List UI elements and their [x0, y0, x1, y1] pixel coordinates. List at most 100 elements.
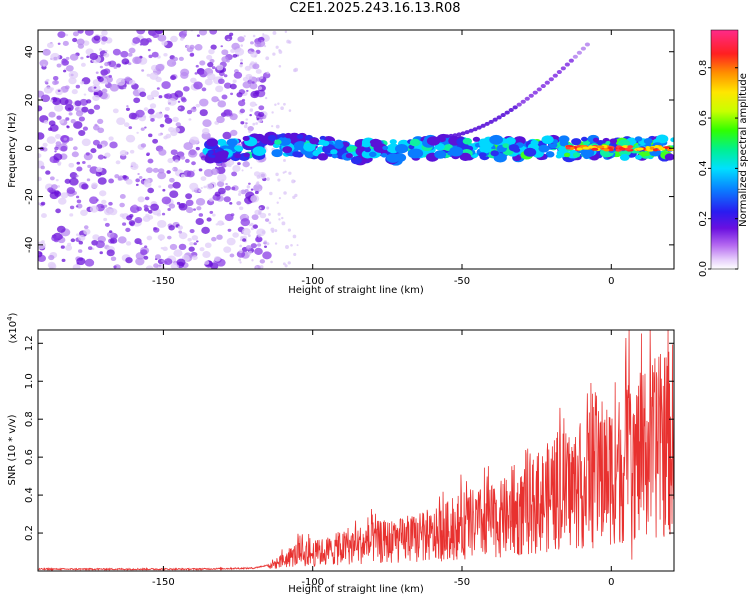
spectrogram-x-tick-label: -50 — [454, 276, 470, 287]
noise-blob — [84, 258, 95, 267]
colorbar-tick-label: 0.2 — [698, 211, 709, 227]
noise-blob — [146, 94, 154, 101]
noise-blob — [75, 84, 81, 89]
spectrogram-y-tick-label: 40 — [24, 45, 35, 58]
noise-blob — [218, 187, 226, 195]
spectrogram-x-tick-label: -150 — [152, 276, 175, 287]
noise-speckle — [281, 221, 286, 226]
noise-blob — [76, 203, 83, 209]
noise-blob — [108, 201, 113, 206]
noise-blob — [239, 206, 244, 211]
noise-blob — [136, 131, 139, 134]
noise-blob — [160, 247, 164, 250]
noise-blob — [203, 169, 214, 177]
snr-y-tick-label: 0.8 — [24, 411, 35, 427]
noise-blob — [94, 123, 98, 127]
noise-speckle — [258, 119, 262, 123]
noise-speckle — [252, 122, 256, 126]
noise-blob — [96, 144, 103, 149]
noise-blob — [208, 48, 215, 55]
noise-blob — [196, 34, 200, 37]
noise-blob — [172, 154, 181, 162]
noise-blob — [58, 234, 64, 240]
noise-blob — [214, 166, 218, 170]
noise-blob — [101, 36, 108, 42]
noise-blob — [128, 220, 136, 226]
noise-speckle — [270, 260, 273, 264]
carrier-blob — [571, 138, 582, 146]
noise-speckle — [239, 63, 243, 68]
noise-speckle — [293, 180, 296, 183]
noise-blob — [66, 186, 76, 195]
noise-blob — [185, 193, 193, 200]
noise-blob — [231, 186, 236, 191]
noise-blob — [147, 158, 154, 164]
snr-plot-area — [38, 330, 674, 571]
noise-blob — [148, 133, 153, 138]
carrier-blob — [369, 138, 382, 148]
noise-blob — [198, 168, 203, 172]
carrier-blob — [434, 150, 447, 159]
carrier-blob — [321, 140, 330, 147]
side-tone-blob — [540, 84, 546, 89]
carrier-blob — [258, 135, 267, 142]
noise-blob — [170, 75, 177, 81]
carrier-blob — [317, 153, 329, 161]
carrier-blob — [572, 152, 581, 158]
noise-blob — [198, 189, 202, 193]
noise-blob — [180, 155, 186, 160]
noise-blob — [223, 82, 232, 89]
noise-blob — [140, 143, 147, 148]
noise-blob — [99, 251, 103, 255]
noise-blob — [216, 64, 224, 71]
noise-speckle — [264, 45, 267, 48]
noise-blob — [207, 62, 214, 68]
noise-blob — [101, 88, 108, 94]
noise-blob — [176, 258, 186, 267]
side-tone-blob — [556, 70, 562, 75]
noise-blob — [241, 227, 251, 236]
carrier-blob — [426, 136, 441, 146]
noise-blob — [95, 166, 103, 173]
noise-blob — [76, 38, 85, 46]
noise-blob — [204, 242, 212, 249]
noise-blob — [169, 177, 175, 183]
noise-blob — [120, 50, 129, 58]
noise-speckle — [292, 234, 297, 239]
side-tone-blob — [452, 133, 458, 138]
noise-blob — [66, 125, 70, 129]
noise-blob — [258, 172, 267, 179]
side-tone-blob — [564, 62, 570, 67]
noise-blob — [256, 77, 262, 82]
noise-speckle — [249, 108, 254, 112]
noise-blob — [69, 205, 75, 210]
noise-speckle — [259, 207, 262, 210]
noise-blob — [208, 197, 214, 202]
noise-blob — [100, 40, 106, 45]
noise-speckle — [237, 192, 242, 197]
noise-blob — [83, 225, 89, 230]
noise-blob — [254, 190, 259, 195]
spectrogram-panel: -150 -100 -50 0 -40 -20 0 20 40 Height of straig… — [7, 29, 675, 296]
noise-blob — [212, 213, 216, 217]
noise-blob — [180, 174, 186, 178]
noise-speckle — [240, 44, 243, 47]
noise-blob — [82, 126, 89, 131]
noise-speckle — [274, 229, 278, 233]
noise-speckle — [283, 159, 286, 162]
carrier-blob — [277, 136, 291, 147]
noise-blob — [230, 92, 234, 96]
noise-blob — [232, 54, 238, 58]
noise-blob — [176, 201, 181, 205]
noise-blob — [232, 79, 237, 83]
noise-blob — [221, 56, 229, 63]
carrier-blob — [252, 146, 267, 156]
noise-blob — [147, 48, 151, 52]
noise-blob — [157, 34, 167, 42]
noise-blob — [147, 205, 151, 208]
noise-blob — [169, 119, 173, 123]
carrier-peak-blob — [582, 146, 590, 150]
noise-blob — [58, 197, 67, 205]
noise-blob — [57, 163, 61, 166]
